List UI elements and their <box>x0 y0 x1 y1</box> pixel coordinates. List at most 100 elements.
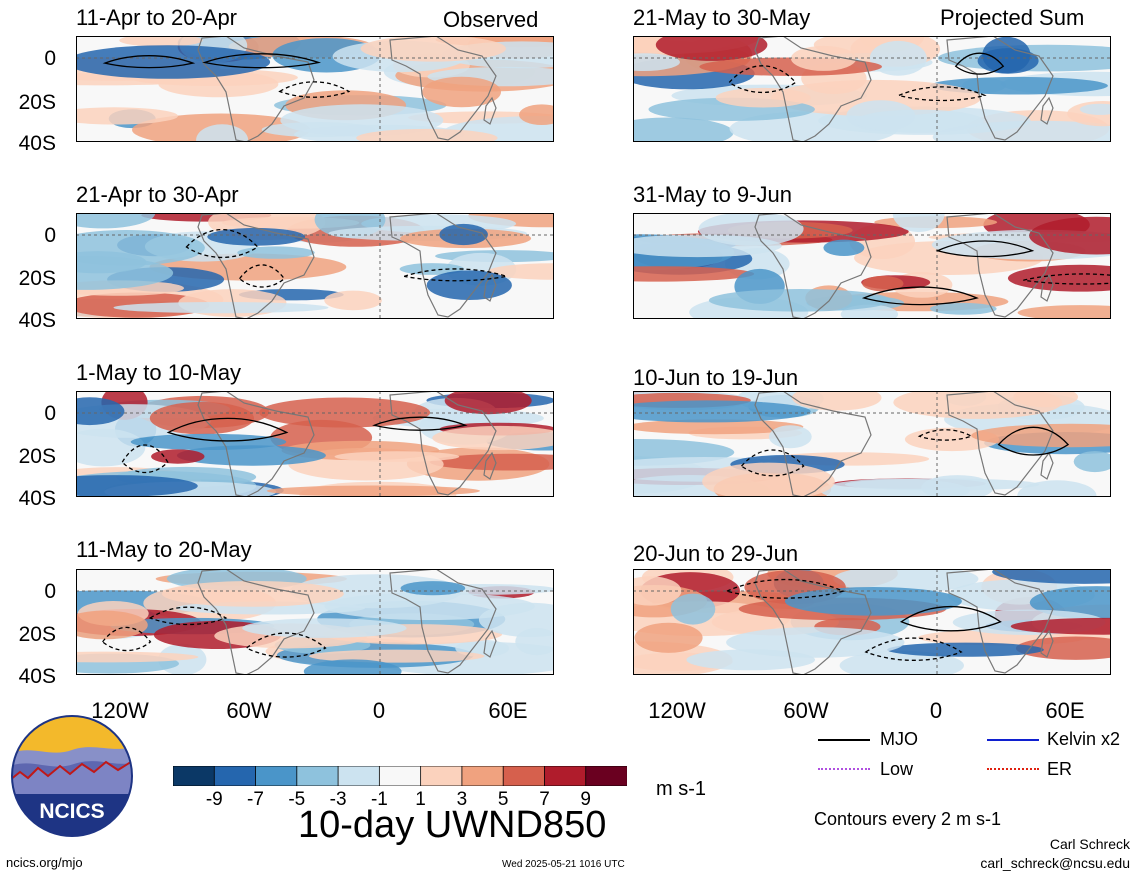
colorbar-swatch <box>213 765 257 787</box>
anomaly-blob <box>242 618 407 638</box>
anomaly-blob <box>76 107 178 125</box>
footer-url: ncics.org/mjo <box>6 855 83 870</box>
panel-title-obs-1: 11-Apr to 20-Apr <box>76 5 238 30</box>
observed-label: Observed <box>443 7 539 32</box>
mjo-contour <box>728 65 797 93</box>
coastline <box>1040 96 1054 125</box>
map-plot <box>633 213 1111 319</box>
colorbar-tick-label: -3 <box>329 789 347 810</box>
anomaly-blob <box>207 227 306 246</box>
anomaly-blob <box>1015 636 1111 660</box>
colorbar-tick-label: 7 <box>539 789 550 810</box>
anomaly-blob <box>1029 216 1111 255</box>
anomaly-blob <box>422 76 501 108</box>
mjo-contour <box>202 53 322 69</box>
anomaly-blob <box>715 87 811 108</box>
coastline <box>1040 451 1054 480</box>
anomaly-blob <box>426 270 512 300</box>
mjo-contour <box>724 578 845 599</box>
mjo-contour <box>372 416 468 431</box>
y-tick-label: 0 <box>44 580 56 603</box>
coastline <box>197 36 315 142</box>
panel-title-obs-3: 1-May to 10-May <box>76 360 242 385</box>
anomaly-blob <box>161 581 344 607</box>
anomaly-blob <box>280 104 444 137</box>
anomaly-blob <box>929 76 1108 95</box>
anomaly-blob <box>266 485 480 497</box>
anomaly-blob <box>702 462 835 497</box>
coastline <box>197 213 315 319</box>
colorbar-tick-label: 5 <box>497 789 509 810</box>
anomaly-blob <box>633 419 804 435</box>
anomaly-blob <box>334 451 460 462</box>
anomaly-blob <box>76 651 199 663</box>
map-plot <box>633 569 1111 675</box>
map-panel-obs-1 <box>76 36 554 142</box>
anomaly-blob <box>862 275 904 292</box>
x-tick-label: 120W <box>648 698 706 723</box>
colorbar-swatch <box>461 765 504 787</box>
anomaly-blob <box>698 213 804 246</box>
anomaly-blob <box>790 45 857 71</box>
legend-line-kelvin <box>987 739 1039 741</box>
colorbar-tick-label: -1 <box>370 789 388 810</box>
y-tick-label: 40S <box>18 309 56 332</box>
logo-text: NCICS <box>39 800 104 823</box>
colorbar-tick-label: 9 <box>580 789 591 810</box>
x-tick-label: 120W <box>91 698 149 723</box>
panel-frame <box>76 391 554 497</box>
coastline <box>1040 629 1054 658</box>
anomaly-blob <box>151 449 205 464</box>
anomaly-blob <box>76 475 198 497</box>
anomaly-blob <box>324 592 535 620</box>
anomaly-blob <box>324 290 382 311</box>
legend-line-low <box>818 768 870 770</box>
anomaly-blob <box>633 53 680 71</box>
mjo-contour <box>740 449 805 477</box>
panel-frame <box>633 391 1111 497</box>
panel-title-proj-1: 21-May to 30-May <box>633 5 811 30</box>
footer-timestamp: Wed 2025-05-21 1016 UTC <box>502 859 625 870</box>
anomaly-blob <box>309 649 485 663</box>
anomaly-blob <box>1079 103 1111 115</box>
mjo-contour <box>997 426 1070 456</box>
y-tick-label: 40S <box>18 132 56 155</box>
panel-frame <box>76 569 554 675</box>
x-tick-label: 60E <box>488 698 528 723</box>
anomaly-blob <box>119 36 203 47</box>
anomaly-blob <box>76 610 148 640</box>
mjo-contour <box>861 286 979 306</box>
anomaly-blob <box>791 391 882 411</box>
coastline <box>754 569 872 675</box>
mjo-contour <box>245 632 327 658</box>
colorbar-tick-label: 3 <box>456 789 468 810</box>
map-panel-proj-4 <box>633 569 1111 675</box>
panel-title-proj-2: 31-May to 9-Jun <box>633 182 792 207</box>
map-plot <box>633 391 1111 497</box>
anomaly-blob <box>259 397 431 428</box>
colorbar-swatch <box>585 765 628 787</box>
coastline <box>389 391 497 496</box>
figure-title: 10-day UWND850 <box>298 804 607 846</box>
coastline <box>946 36 1054 141</box>
anomaly-blob <box>237 246 315 259</box>
anomaly-blob <box>634 622 703 653</box>
map-plot <box>76 391 554 497</box>
map-plot <box>633 36 1111 142</box>
anomaly-blob <box>468 213 554 228</box>
anomaly-blob <box>977 48 1039 74</box>
coastline <box>754 391 872 497</box>
mjo-contour <box>954 52 1005 75</box>
anomaly-blob <box>726 627 905 658</box>
anomaly-blob <box>670 593 716 625</box>
mjo-contour <box>166 417 289 442</box>
anomaly-blob <box>130 433 287 450</box>
x-tick-label: 60W <box>783 698 829 723</box>
coastline <box>197 569 315 675</box>
anomaly-blob <box>76 213 156 229</box>
y-tick-label: 20S <box>18 445 56 468</box>
anomaly-blob <box>176 445 326 466</box>
anomaly-blob <box>76 45 271 79</box>
colorbar-units: m s-1 <box>656 778 706 800</box>
mjo-contour <box>917 429 974 441</box>
